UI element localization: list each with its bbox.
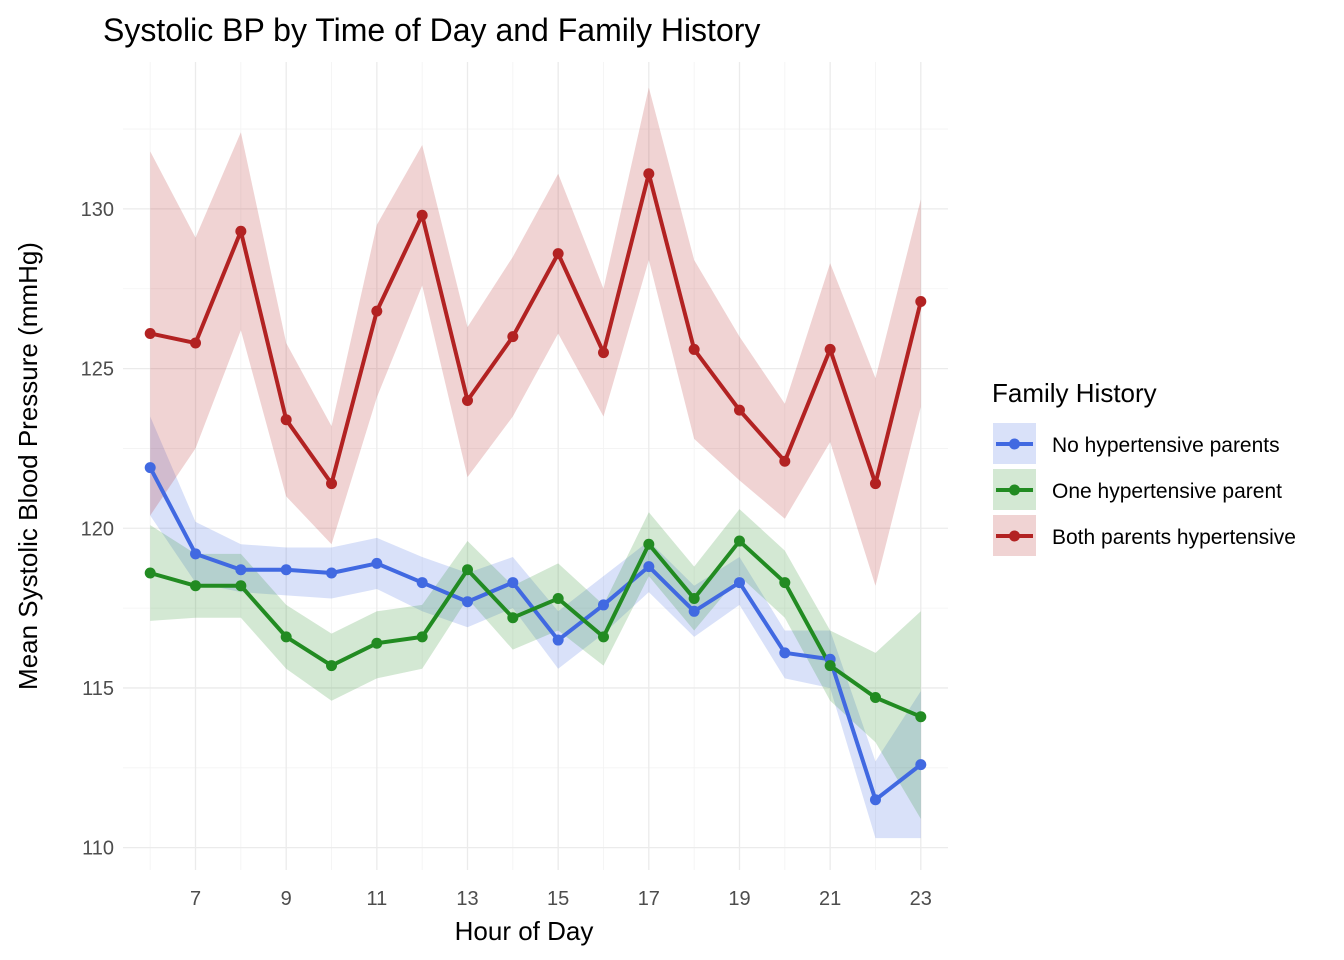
both-parents-hypertensive-point	[280, 414, 292, 426]
both-parents-hypertensive-point	[779, 455, 791, 467]
no-hypertensive-parents-point	[643, 561, 655, 573]
no-hypertensive-parents-point	[733, 577, 745, 589]
both-parents-hypertensive-ribbon	[150, 87, 921, 586]
x-tick-label: 9	[281, 888, 292, 910]
both-parents-hypertensive-point	[462, 395, 474, 407]
both-parents-hypertensive-point	[643, 168, 655, 180]
one-hypertensive-parent-point	[235, 580, 247, 592]
one-hypertensive-parent-point	[507, 612, 519, 624]
one-hypertensive-parent-point	[552, 593, 564, 605]
one-hypertensive-parent-point	[190, 580, 202, 592]
one-hypertensive-parent-point	[824, 660, 836, 672]
one-hypertensive-parent-line	[149, 539, 922, 719]
one-hypertensive-parent-point	[915, 711, 927, 723]
one-hypertensive-parent-point	[779, 577, 791, 589]
no-hypertensive-parents-point	[144, 462, 156, 474]
one-hypertensive-parent-point	[326, 660, 338, 672]
no-hypertensive-parents-point	[416, 577, 428, 589]
series-points	[144, 168, 927, 806]
confidence-ribbons	[150, 87, 921, 839]
one-hypertensive-parent-legend-point	[1009, 484, 1020, 496]
no-hypertensive-parents-point	[507, 577, 519, 589]
both-parents-hypertensive-point	[416, 209, 428, 221]
series-lines	[148, 171, 923, 802]
both-parents-hypertensive-line	[149, 171, 923, 486]
no-hypertensive-parents-point	[371, 557, 383, 569]
no-hypertensive-parents-point	[280, 564, 292, 576]
no-hypertensive-parents-point	[552, 634, 564, 646]
major-gridlines	[123, 62, 948, 870]
no-hypertensive-parents-legend-point	[1009, 438, 1020, 450]
x-axis-ticks: 7 9 11 13 15 17 19 21 23	[190, 888, 932, 910]
y-axis-ticks: 110 115 120 125 130	[81, 199, 114, 860]
plot-panel	[123, 62, 948, 870]
both-parents-hypertensive-point	[507, 331, 519, 343]
one-hypertensive-parent-legend-label: One hypertensive parent	[1052, 480, 1282, 503]
both-parents-hypertensive-point	[326, 478, 338, 490]
one-hypertensive-parent-point	[733, 535, 745, 547]
no-hypertensive-parents-legend-label: No hypertensive parents	[1052, 434, 1280, 457]
one-hypertensive-parent-point	[280, 631, 292, 643]
both-parents-hypertensive-point	[824, 343, 836, 355]
both-parents-hypertensive-point	[915, 296, 927, 308]
x-tick-label: 15	[547, 888, 569, 910]
one-hypertensive-parent-point	[688, 593, 700, 605]
y-axis-title: Mean Systolic Blood Pressure (mmHg)	[13, 242, 43, 690]
one-hypertensive-parent-point	[597, 631, 609, 643]
both-parents-hypertensive-point	[688, 343, 700, 355]
both-parents-hypertensive-legend-label: Both parents hypertensive	[1052, 526, 1296, 549]
one-hypertensive-parent-point	[144, 567, 156, 579]
both-parents-hypertensive-point	[371, 305, 383, 317]
x-tick-label: 13	[456, 888, 478, 910]
both-parents-hypertensive-point	[869, 478, 881, 490]
one-hypertensive-parent-point	[416, 631, 428, 643]
no-hypertensive-parents-ribbon	[150, 416, 921, 839]
both-parents-hypertensive-point	[552, 248, 564, 260]
one-hypertensive-parent-point	[462, 564, 474, 576]
both-parents-hypertensive-point	[144, 327, 156, 339]
x-tick-label: 21	[819, 888, 841, 910]
legend-item-both-parents-hypertensive: Both parents hypertensive	[993, 515, 1296, 556]
no-hypertensive-parents-line	[148, 466, 923, 802]
no-hypertensive-parents-point	[326, 567, 338, 579]
x-tick-label: 11	[366, 888, 387, 910]
one-hypertensive-parent-point	[643, 538, 655, 550]
y-tick-label: 130	[81, 199, 114, 221]
both-parents-hypertensive-point	[733, 404, 745, 416]
x-tick-label: 17	[638, 888, 660, 910]
chart-title: Systolic BP by Time of Day and Family Hi…	[103, 12, 760, 48]
y-tick-label: 115	[82, 678, 114, 700]
one-hypertensive-parent-point	[869, 692, 881, 704]
x-axis-title: Hour of Day	[455, 916, 594, 946]
y-tick-label: 125	[81, 359, 114, 381]
legend-item-one-hypertensive-parent: One hypertensive parent	[993, 469, 1282, 510]
no-hypertensive-parents-point	[462, 596, 474, 608]
both-parents-hypertensive-point	[190, 337, 202, 349]
y-tick-label: 110	[82, 838, 114, 860]
no-hypertensive-parents-point	[779, 647, 791, 659]
no-hypertensive-parents-point	[190, 548, 202, 560]
y-tick-label: 120	[81, 518, 114, 540]
no-hypertensive-parents-point	[688, 605, 700, 617]
legend-items: No hypertensive parents One hypertensive …	[993, 423, 1296, 556]
x-tick-label: 23	[910, 888, 932, 910]
x-tick-label: 19	[728, 888, 750, 910]
no-hypertensive-parents-point	[915, 759, 927, 771]
both-parents-hypertensive-point	[597, 347, 609, 359]
no-hypertensive-parents-point	[235, 564, 247, 576]
both-parents-hypertensive-legend-point	[1009, 530, 1020, 542]
no-hypertensive-parents-point	[869, 794, 881, 806]
one-hypertensive-parent-ribbon	[150, 509, 921, 819]
no-hypertensive-parents-point	[597, 599, 609, 611]
legend-title: Family History	[992, 378, 1157, 408]
one-hypertensive-parent-point	[371, 637, 383, 649]
legend: Family History No hypertensive parents On…	[992, 378, 1296, 556]
legend-item-no-hypertensive-parents: No hypertensive parents	[993, 423, 1280, 464]
x-tick-label: 7	[190, 888, 201, 910]
both-parents-hypertensive-point	[235, 225, 247, 237]
